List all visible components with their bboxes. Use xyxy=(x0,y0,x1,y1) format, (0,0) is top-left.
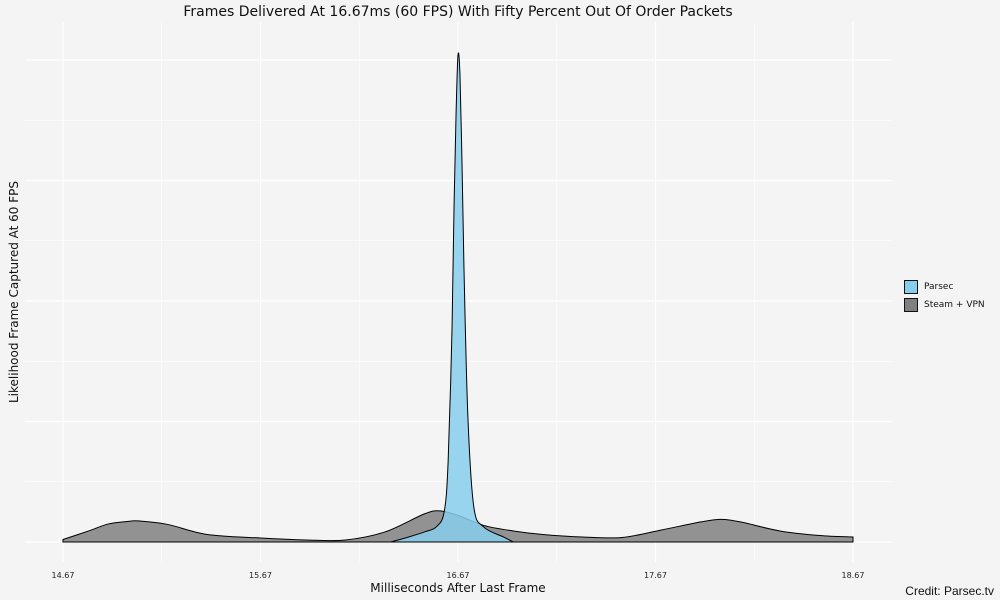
chart-title: Frames Delivered At 16.67ms (60 FPS) Wit… xyxy=(183,4,733,20)
legend: Parsec Steam + VPN xyxy=(904,278,985,314)
y-axis-label: Likelihood Frame Captured At 60 FPS xyxy=(7,180,21,404)
x-tick-label: 16.67 xyxy=(447,571,470,580)
legend-swatch-parsec xyxy=(904,280,918,294)
x-tick-label: 17.67 xyxy=(644,571,667,580)
legend-swatch-steam-vpn xyxy=(904,298,918,312)
credit-text: Credit: Parsec.tv xyxy=(905,584,994,598)
x-tick-label: 14.67 xyxy=(52,571,75,580)
legend-item-steam-vpn: Steam + VPN xyxy=(904,296,985,314)
x-tick-label: 15.67 xyxy=(249,571,272,580)
legend-label-parsec: Parsec xyxy=(924,282,954,292)
x-tick-label: 18.67 xyxy=(842,571,865,580)
legend-item-parsec: Parsec xyxy=(904,278,985,296)
legend-label-steam-vpn: Steam + VPN xyxy=(924,300,985,310)
x-axis-label: Milliseconds After Last Frame xyxy=(370,581,546,595)
series-area-parsec xyxy=(390,52,514,543)
